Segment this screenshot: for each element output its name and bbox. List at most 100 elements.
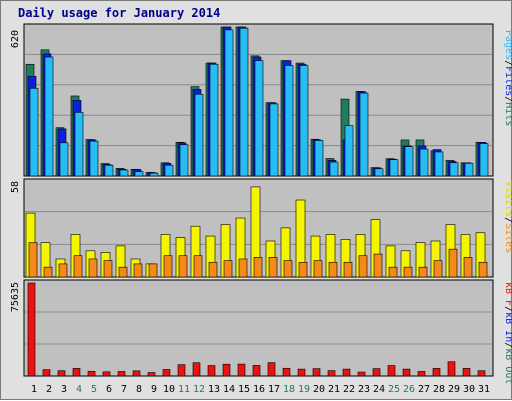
bar-kbytes-20	[312, 368, 321, 377]
bar-pages-25	[389, 159, 399, 177]
bar-kbytes-1	[27, 282, 36, 377]
bar-sites-11	[178, 255, 188, 278]
bar-sites-5	[88, 258, 98, 278]
day-label-2: 2	[46, 384, 52, 395]
bar-pages-23	[359, 92, 369, 177]
max-label-hits: 620	[10, 30, 21, 48]
bar-sites-27	[418, 266, 428, 278]
bar-sites-19	[298, 261, 308, 278]
bar-pages-24	[374, 168, 384, 177]
bar-kbytes-16	[252, 365, 261, 377]
bar-kbytes-15	[237, 363, 246, 377]
day-label-15: 15	[238, 384, 250, 395]
bar-pages-17	[269, 103, 279, 177]
bar-sites-6	[103, 260, 113, 278]
day-label-11: 11	[178, 384, 190, 395]
bar-sites-30	[463, 257, 473, 278]
bar-sites-15	[238, 258, 248, 278]
day-label-31: 31	[478, 384, 490, 395]
bar-sites-17	[268, 257, 278, 278]
bar-kbytes-11	[177, 364, 186, 377]
day-label-5: 5	[91, 384, 97, 395]
bar-pages-3	[59, 142, 69, 177]
bar-pages-28	[434, 151, 444, 177]
day-label-25: 25	[388, 384, 400, 395]
bar-kbytes-6	[102, 371, 111, 377]
bar-pages-8	[134, 171, 144, 177]
legend-files: Files	[503, 66, 512, 96]
legend-hits: Hits	[503, 102, 512, 126]
bar-pages-5	[89, 140, 99, 177]
legend-sites: Sites	[503, 223, 512, 253]
legend-sep-4: /	[503, 306, 512, 312]
bar-kbytes-23	[357, 371, 366, 377]
bar-kbytes-17	[267, 362, 276, 377]
bar-sites-10	[163, 255, 173, 278]
bar-pages-19	[299, 65, 309, 177]
day-labels: 1 2 3 4 5 6 7 8 9 10 11 12 13 14 15 16 17 18 19 20 21 22 23 24 2…	[31, 384, 490, 395]
bar-sites-22	[343, 261, 353, 278]
day-label-7: 7	[121, 384, 127, 395]
day-label-28: 28	[433, 384, 445, 395]
panel-kbytes-bg	[23, 279, 494, 377]
bar-pages-13	[209, 63, 219, 177]
bar-sites-24	[373, 253, 383, 278]
bar-kbytes-8	[132, 370, 141, 377]
day-label-29: 29	[448, 384, 460, 395]
bar-pages-12	[194, 93, 204, 177]
day-label-26: 26	[403, 384, 415, 395]
legend-kb-f: kB F	[503, 282, 512, 306]
bar-pages-20	[314, 140, 324, 177]
day-label-18: 18	[283, 384, 295, 395]
bar-sites-12	[193, 255, 203, 278]
bar-kbytes-4	[72, 368, 81, 377]
bar-sites-26	[403, 266, 413, 278]
day-label-12: 12	[193, 384, 205, 395]
day-label-20: 20	[313, 384, 325, 395]
legend-visits-sites: Visits/Sites	[503, 181, 512, 253]
bar-sites-21	[328, 261, 338, 278]
bar-pages-29	[449, 162, 459, 177]
day-label-21: 21	[328, 384, 340, 395]
bar-pages-22	[344, 125, 354, 177]
legend-hits-files-pages: Pages/Files/Hits	[503, 30, 512, 126]
day-label-4: 4	[76, 384, 82, 395]
bar-kbytes-28	[432, 368, 441, 377]
bar-pages-21	[329, 161, 339, 177]
bar-kbytes-21	[327, 370, 336, 377]
bar-sites-9	[148, 263, 158, 278]
bar-kbytes-26	[402, 368, 411, 377]
day-label-8: 8	[136, 384, 142, 395]
bar-sites-18	[283, 260, 293, 278]
legend-pages: Pages	[503, 30, 512, 60]
legend-sep-2: /	[503, 96, 512, 102]
bar-kbytes-7	[117, 371, 126, 377]
bar-sites-25	[388, 266, 398, 278]
max-label-kbytes: 75635	[10, 282, 21, 312]
day-label-27: 27	[418, 384, 430, 395]
bar-pages-18	[284, 65, 294, 177]
bar-pages-9	[149, 172, 159, 177]
legend-kbytes: kB F/kB In/kB Out	[503, 282, 512, 384]
day-label-23: 23	[358, 384, 370, 395]
bar-sites-1	[28, 242, 38, 278]
bar-sites-3	[58, 263, 68, 278]
bar-kbytes-29	[447, 361, 456, 377]
bar-kbytes-9	[147, 372, 156, 377]
day-label-19: 19	[298, 384, 310, 395]
bar-kbytes-30	[462, 368, 471, 377]
legend-sep-5: /	[503, 342, 512, 348]
bar-sites-14	[223, 260, 233, 278]
bar-kbytes-5	[87, 371, 96, 377]
bar-pages-11	[179, 144, 189, 177]
bar-pages-1	[29, 87, 39, 177]
bar-kbytes-14	[222, 363, 231, 377]
legend-visits: Visits	[503, 181, 512, 217]
day-label-14: 14	[223, 384, 235, 395]
bar-kbytes-12	[192, 362, 201, 377]
bar-kbytes-25	[387, 365, 396, 377]
bar-kbytes-10	[162, 369, 171, 377]
bar-sites-2	[43, 266, 53, 278]
day-label-30: 30	[463, 384, 475, 395]
